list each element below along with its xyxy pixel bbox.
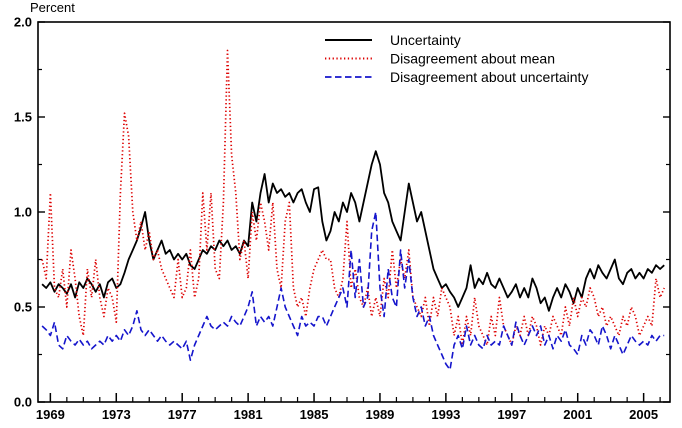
x-tick-label: 1985 [300, 407, 329, 422]
x-tick-label: 1969 [36, 407, 65, 422]
x-tick-label: 2005 [629, 407, 658, 422]
y-tick-label: 1.0 [14, 205, 32, 220]
x-tick-label: 1997 [497, 407, 526, 422]
legend-label-1: Disagreement about mean [390, 51, 555, 67]
y-tick-label: 2.0 [14, 15, 32, 30]
x-tick-label: 1989 [365, 407, 394, 422]
x-tick-label: 1993 [431, 407, 460, 422]
y-tick-label: 0.5 [14, 300, 32, 315]
x-tick-label: 1973 [102, 407, 131, 422]
series-line-2 [41, 211, 665, 371]
y-axis-title: Percent [30, 0, 75, 15]
x-tick-label: 1977 [168, 407, 197, 422]
legend-label-2: Disagreement about uncertainty [390, 69, 588, 85]
y-tick-label: 0.0 [14, 395, 32, 410]
series-line-0 [41, 150, 665, 312]
x-tick-label: 1981 [234, 407, 263, 422]
legend-label-0: Uncertainty [390, 32, 461, 48]
y-tick-label: 1.5 [14, 110, 32, 125]
x-tick-label: 2001 [563, 407, 592, 422]
